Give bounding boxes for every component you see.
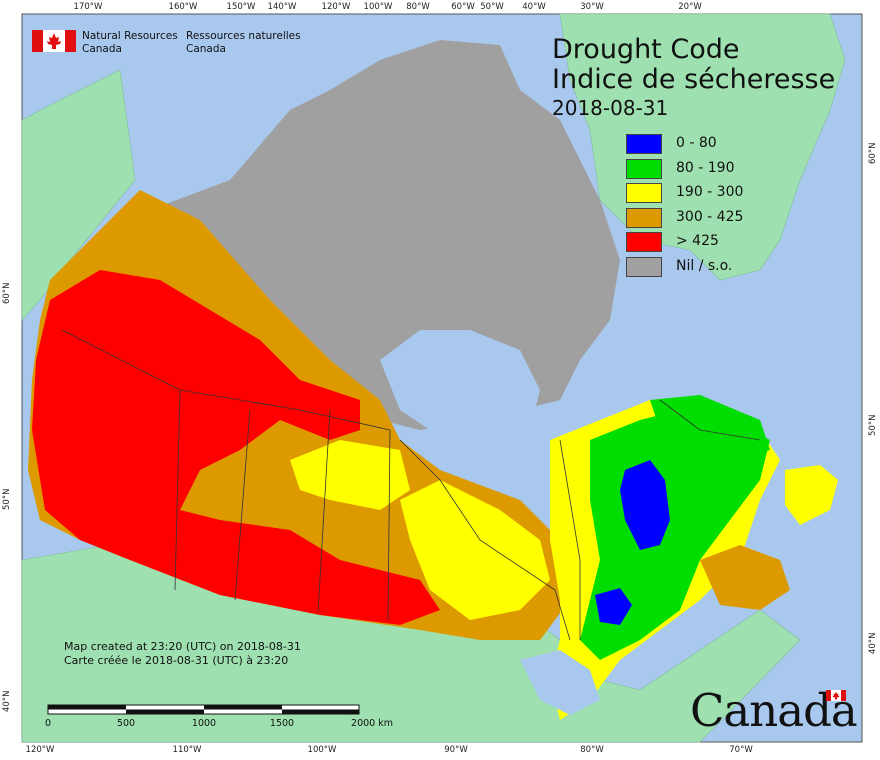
graticule-top-label: 170°W xyxy=(73,2,103,12)
creation-note: Map created at 23:20 (UTC) on 2018-08-31… xyxy=(64,640,301,668)
scale-label: 500 xyxy=(116,718,136,729)
creation-note-en: Map created at 23:20 (UTC) on 2018-08-31 xyxy=(64,640,301,653)
scale-bar xyxy=(47,704,360,715)
legend-swatch xyxy=(626,207,662,228)
legend-label: 300 - 425 xyxy=(676,208,744,225)
graticule-bottom-label: 100°W xyxy=(307,745,337,755)
legend-swatch xyxy=(626,183,662,203)
graticule-right-label: 40°N xyxy=(868,632,878,654)
graticule-top-label: 60°W xyxy=(451,2,475,12)
graticule-left-label: 60°N xyxy=(2,282,12,304)
graticule-bottom-label: 70°W xyxy=(729,745,753,755)
graticule-top-label: 30°W xyxy=(580,2,604,12)
agency-name-en-line1: Natural Resources xyxy=(82,30,178,42)
yellow-prairie-band xyxy=(290,440,410,510)
graticule-bottom-label: 80°W xyxy=(580,745,604,755)
canada-flag-icon xyxy=(32,30,76,52)
graticule-top-label: 160°W xyxy=(168,2,198,12)
map-title-fr: Indice de sécheresse xyxy=(552,64,836,95)
graticule-top-label: 40°W xyxy=(522,2,546,12)
legend-swatch xyxy=(626,256,662,277)
legend-label: 0 - 80 xyxy=(676,135,717,151)
legend-label: > 425 xyxy=(676,233,719,249)
graticule-bottom-label: 90°W xyxy=(444,745,468,755)
graticule-top-label: 140°W xyxy=(267,2,297,12)
graticule-left-label: 40°N xyxy=(2,690,12,712)
map-date: 2018-08-31 xyxy=(552,96,669,120)
agency-name-en-line2: Canada xyxy=(82,43,122,55)
southern-quebec-blue xyxy=(595,588,632,625)
arctic-nil-region xyxy=(150,40,620,430)
scale-label: 2000 km xyxy=(351,718,393,729)
legend-label: Nil / s.o. xyxy=(676,257,733,274)
red-western-core xyxy=(32,270,440,625)
graticule-right-label: 60°N xyxy=(868,142,878,164)
graticule-right-label: 50°N xyxy=(868,414,878,436)
scale-label: 0 xyxy=(44,718,52,729)
newfoundland xyxy=(785,465,838,525)
scale-label: 1000 xyxy=(191,718,217,729)
graticule-top-label: 120°W xyxy=(321,2,351,12)
maritimes xyxy=(700,545,790,610)
agency-name-fr-line1: Ressources naturelles xyxy=(186,30,301,42)
creation-note-fr: Carte créée le 2018-08-31 (UTC) à 23:20 xyxy=(64,654,289,667)
graticule-top-label: 80°W xyxy=(406,2,430,12)
graticule-bottom-label: 120°W xyxy=(25,745,55,755)
labrador-green-zone xyxy=(650,395,770,460)
agency-signature: Natural Resources Canada Ressources natu… xyxy=(32,30,301,56)
scale-label: 1500 xyxy=(269,718,295,729)
yellow-ontario-band xyxy=(400,480,550,620)
graticule-top-label: 50°W xyxy=(480,2,504,12)
alaska-land xyxy=(21,69,136,321)
map-title-en: Drought Code xyxy=(552,34,740,65)
quebec-blue-core xyxy=(620,460,670,550)
legend-swatch xyxy=(626,134,662,154)
legend-swatch xyxy=(626,232,662,252)
hudson-bay xyxy=(380,330,540,440)
great-lakes xyxy=(520,650,600,715)
graticule-top-label: 20°W xyxy=(678,2,702,12)
graticule-top-label: 100°W xyxy=(363,2,393,12)
province-borders xyxy=(61,329,761,641)
graticule-left-label: 50°N xyxy=(2,488,12,510)
legend-label: 190 - 300 xyxy=(676,184,744,200)
wordmark-flag-icon xyxy=(826,690,846,701)
agency-name-fr-line2: Canada xyxy=(186,43,226,55)
legend-swatch xyxy=(626,158,662,179)
graticule-bottom-label: 110°W xyxy=(172,745,202,755)
legend-label: 80 - 190 xyxy=(676,159,735,176)
graticule-top-label: 150°W xyxy=(226,2,256,12)
